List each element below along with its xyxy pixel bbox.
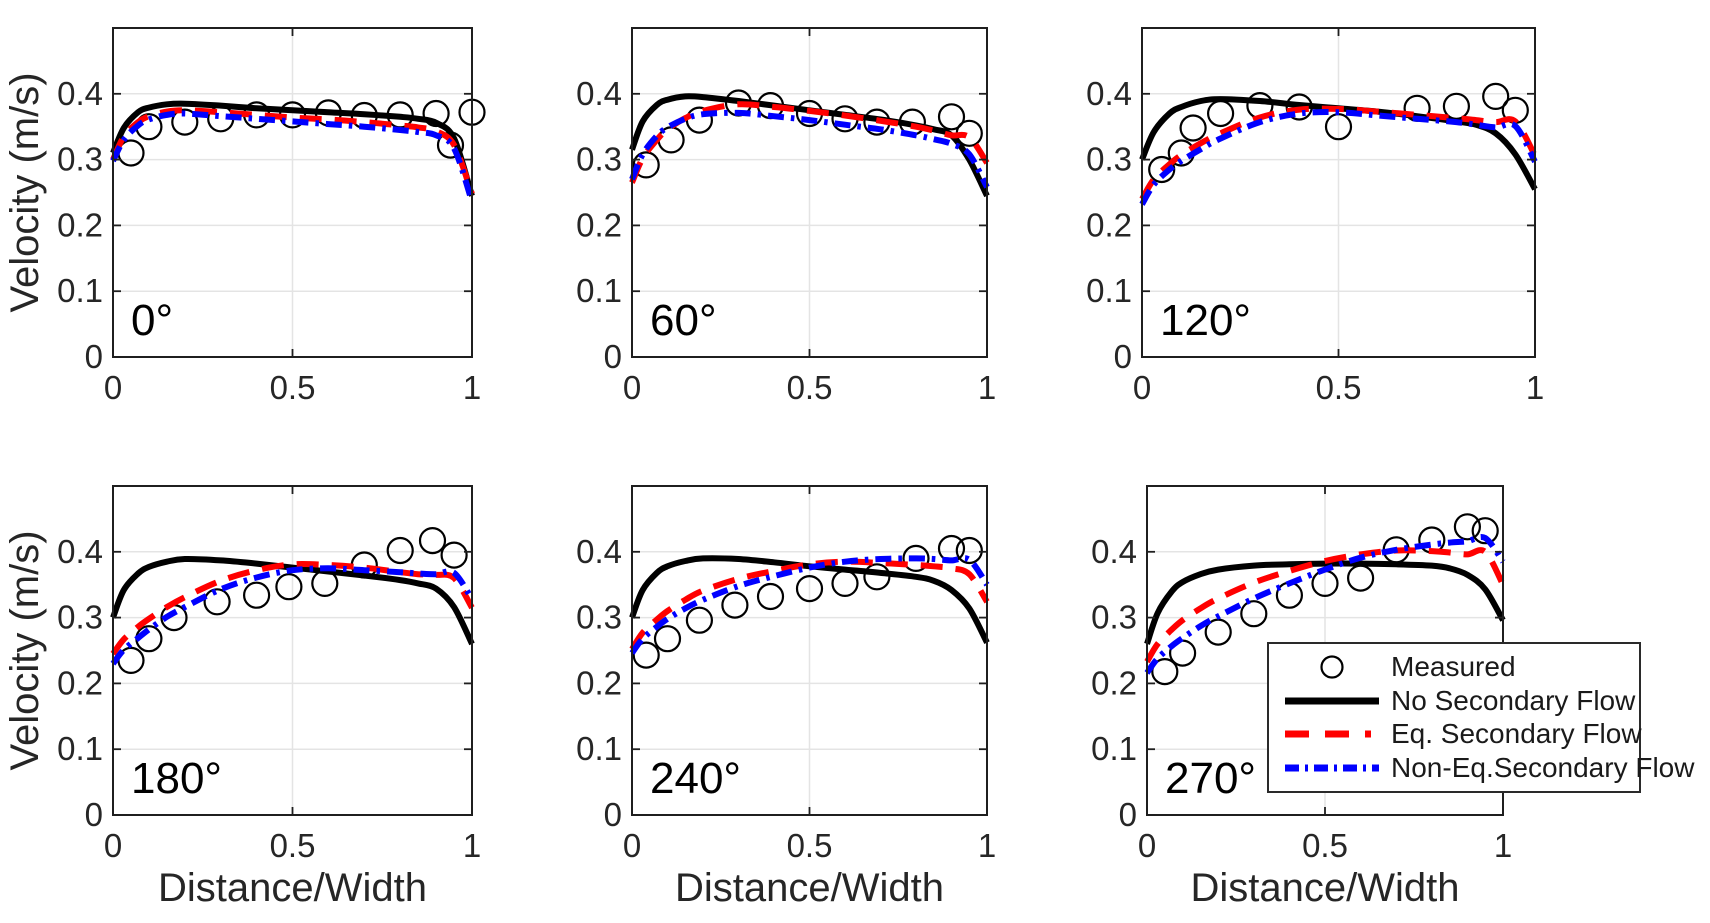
legend-row-eq-secondary: Eq. Secondary Flow (1273, 718, 1642, 750)
x-tick-label: 1 (463, 369, 481, 406)
angle-label: 60° (650, 296, 717, 345)
y-tick-label: 0.1 (57, 730, 103, 767)
x-tick-label: 0 (104, 827, 122, 864)
legend-label-no-secondary: No Secondary Flow (1391, 684, 1636, 716)
x-tick-label: 0.5 (270, 827, 316, 864)
legend-label-non-eq-secondary: Non-Eq.Secondary Flow (1391, 752, 1695, 784)
legend-label-eq-secondary: Eq. Secondary Flow (1391, 718, 1642, 750)
x-tick-label: 0 (1133, 369, 1151, 406)
y-tick-label: 0.4 (1091, 533, 1137, 570)
x-tick-label: 0 (623, 827, 641, 864)
y-tick-label: 0.2 (576, 206, 622, 243)
x-tick-label: 1 (1494, 827, 1512, 864)
subplot-60deg: 0 0.5 1 0 0.1 0.2 0.3 0.4 60° (527, 14, 1015, 462)
angle-label: 270° (1165, 754, 1256, 803)
x-tick-label: 0 (1138, 827, 1156, 864)
x-axis-label: Distance/Width (675, 866, 944, 910)
angle-label: 120° (1160, 296, 1251, 345)
legend-label-measured: Measured (1391, 650, 1516, 682)
y-tick-label: 0.4 (1086, 75, 1132, 112)
y-tick-label: 0.2 (1091, 664, 1137, 701)
x-axis-label: Distance/Width (1191, 866, 1460, 910)
x-tick-label: 1 (978, 827, 996, 864)
dashdot-line-icon (1273, 752, 1391, 784)
y-tick-label: 0.2 (57, 206, 103, 243)
y-tick-label: 0 (604, 796, 622, 833)
subplot-canvas: 0 0.5 1 0 0.1 0.2 0.3 0.4 Distance/Width 240° (576, 485, 996, 910)
y-tick-label: 0.1 (1091, 730, 1137, 767)
measured-circle-icon (1273, 651, 1391, 683)
angle-label: 240° (650, 754, 741, 803)
y-tick-label: 0.4 (576, 75, 622, 112)
y-tick-label: 0.2 (1086, 206, 1132, 243)
x-tick-label: 1 (463, 827, 481, 864)
x-tick-label: 0.5 (1316, 369, 1362, 406)
x-tick-label: 0 (623, 369, 641, 406)
subplot-240deg: 0 0.5 1 0 0.1 0.2 0.3 0.4 Distance/Width 240° (527, 472, 1015, 920)
x-tick-label: 0.5 (787, 369, 833, 406)
y-tick-label: 0.3 (1086, 141, 1132, 178)
x-tick-label: 0 (104, 369, 122, 406)
solid-line-icon (1273, 685, 1391, 717)
dashed-line-icon (1273, 718, 1391, 750)
subplot-canvas: 0 0.5 1 0 0.1 0.2 0.3 0.4 Distance/Width Velocity… (3, 485, 481, 910)
y-tick-label: 0.2 (57, 664, 103, 701)
legend-row-measured: Measured (1273, 651, 1635, 683)
angle-label: 0° (131, 296, 173, 345)
y-tick-label: 0.3 (57, 141, 103, 178)
x-tick-label: 1 (1526, 369, 1544, 406)
angle-label: 180° (131, 754, 222, 803)
x-tick-label: 0.5 (1302, 827, 1348, 864)
legend-row-no-secondary: No Secondary Flow (1273, 685, 1635, 717)
y-tick-label: 0.3 (576, 141, 622, 178)
legend-row-non-eq-secondary: Non-Eq.Secondary Flow (1273, 752, 1694, 784)
x-tick-label: 0.5 (270, 369, 316, 406)
subplot-180deg: 0 0.5 1 0 0.1 0.2 0.3 0.4 Distance/Width Velocity… (3, 472, 500, 920)
y-axis-label: Velocity (m/s) (8, 72, 47, 312)
subplot-canvas: 0 0.5 1 0 0.1 0.2 0.3 0.4 Velocity (m/s) 0° (3, 27, 486, 406)
y-axis-label: Velocity (m/s) (8, 530, 47, 770)
y-tick-label: 0.3 (1091, 599, 1137, 636)
subplot-canvas: 0 0.5 1 0 0.1 0.2 0.3 0.4 120° (1086, 27, 1544, 406)
legend: Measured No Secondary Flow Eq. Secondary… (1267, 642, 1694, 793)
y-tick-label: 0 (85, 338, 103, 375)
y-tick-label: 0 (1114, 338, 1132, 375)
x-tick-label: 1 (978, 369, 996, 406)
y-tick-label: 0.4 (57, 75, 103, 112)
y-tick-label: 0.4 (576, 533, 622, 570)
y-tick-label: 0.1 (57, 272, 103, 309)
y-tick-label: 0.2 (576, 664, 622, 701)
subplot-0deg: 0 0.5 1 0 0.1 0.2 0.3 0.4 Velocity (m/s) 0° (3, 14, 500, 462)
y-tick-label: 0 (604, 338, 622, 375)
y-tick-label: 0.1 (1086, 272, 1132, 309)
x-axis-label: Distance/Width (158, 866, 427, 910)
y-tick-label: 0 (85, 796, 103, 833)
y-tick-label: 0.3 (576, 599, 622, 636)
subplot-120deg: 0 0.5 1 0 0.1 0.2 0.3 0.4 120° (1037, 14, 1563, 462)
y-tick-label: 0.1 (576, 272, 622, 309)
y-tick-label: 0.3 (57, 599, 103, 636)
x-tick-label: 0.5 (787, 827, 833, 864)
subplot-canvas: 0 0.5 1 0 0.1 0.2 0.3 0.4 60° (576, 27, 996, 406)
y-tick-label: 0.4 (57, 533, 103, 570)
y-tick-label: 0 (1119, 796, 1137, 833)
y-tick-label: 0.1 (576, 730, 622, 767)
